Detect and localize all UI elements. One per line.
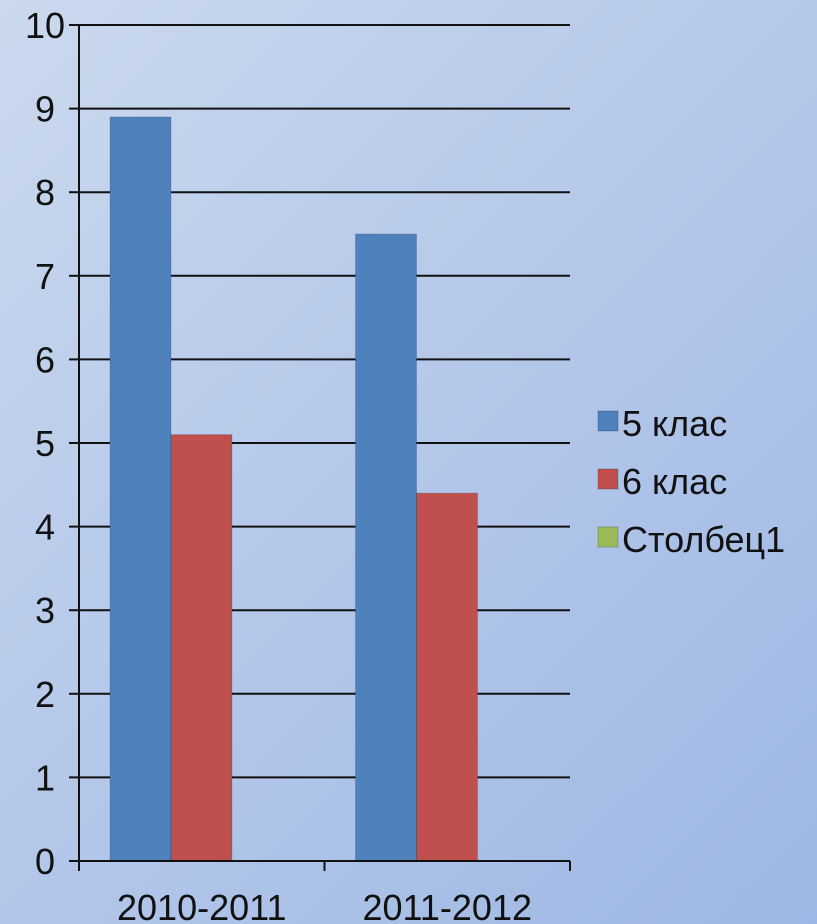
legend: 5 клас 6 клас Столбец1 [597,403,785,560]
y-tick-label: 6 [35,339,55,380]
bar-6-klas-2010-2011 [170,434,233,862]
y-tick-label: 10 [25,5,65,46]
bar-5-klas-2011-2012 [355,233,417,862]
bars [109,116,478,862]
legend-swatch [597,468,619,490]
x-tick-label: 2011-2012 [363,887,533,924]
y-tick-label: 9 [35,89,55,130]
y-tick-label: 5 [35,423,55,464]
bar-6-klas-2011-2012 [416,492,478,862]
y-axis-ticks: 0 1 2 3 4 5 6 7 8 9 10 [25,5,79,882]
legend-label: Столбец1 [622,519,785,560]
legend-label: 5 клас [622,403,727,444]
y-tick-label: 2 [35,674,55,715]
x-axis-ticks: 2010-2011 2011-2012 [117,887,532,924]
legend-label: 6 клас [622,461,727,502]
legend-swatch [597,526,619,548]
legend-swatch [597,410,619,432]
y-tick-label: 4 [35,507,55,548]
y-tick-label: 7 [35,256,55,297]
bar-5-klas-2010-2011 [109,116,172,862]
x-tick-label: 2010-2011 [117,887,287,924]
axes [78,25,571,871]
y-tick-label: 1 [35,757,55,798]
y-tick-label: 0 [35,841,55,882]
y-tick-label: 8 [35,172,55,213]
y-tick-label: 3 [35,590,55,631]
